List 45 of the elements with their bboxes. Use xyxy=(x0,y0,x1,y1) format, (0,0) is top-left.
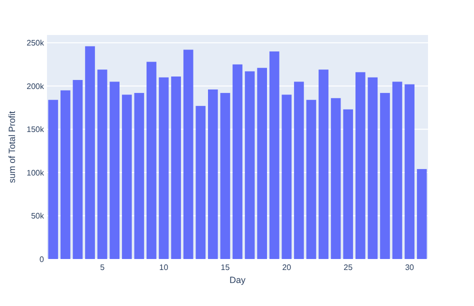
x-tick-label: 10 xyxy=(159,263,169,272)
bar xyxy=(60,90,70,259)
bar xyxy=(244,71,255,259)
bar xyxy=(318,70,328,259)
x-tick-label: 5 xyxy=(100,263,106,272)
bar xyxy=(183,50,194,259)
y-tick-label: 200k xyxy=(26,82,45,91)
bar xyxy=(282,94,292,259)
x-tick-label: 15 xyxy=(220,263,230,272)
bar xyxy=(122,94,132,259)
bar xyxy=(355,72,366,259)
y-axis-title: sum of Total Profit xyxy=(7,110,17,183)
x-tick-label: 25 xyxy=(344,263,354,272)
y-tick-label: 250k xyxy=(26,38,45,48)
y-tick-label: 0 xyxy=(40,254,45,264)
bar xyxy=(146,62,156,259)
bar xyxy=(196,106,206,259)
bar xyxy=(208,89,218,259)
bar xyxy=(97,70,108,259)
bar xyxy=(330,98,341,259)
bar xyxy=(294,82,304,259)
bar xyxy=(72,80,83,259)
x-tick-label: 20 xyxy=(282,263,292,272)
bar xyxy=(306,100,316,259)
bar xyxy=(220,92,230,259)
x-tick-label: 30 xyxy=(405,263,415,272)
y-tick-label: 100k xyxy=(26,168,45,178)
bar xyxy=(110,82,120,259)
bar xyxy=(134,92,144,259)
bar xyxy=(343,109,354,259)
y-tick-label: 50k xyxy=(31,212,45,221)
bar xyxy=(171,76,181,259)
x-axis-title: Day xyxy=(229,275,246,285)
bar xyxy=(48,100,58,259)
bar xyxy=(158,77,169,259)
bar xyxy=(380,92,390,259)
bar xyxy=(269,51,280,259)
bar xyxy=(368,77,378,259)
bar xyxy=(257,68,267,259)
y-tick-label: 150k xyxy=(26,125,45,134)
bar xyxy=(232,64,242,259)
bar xyxy=(392,82,402,259)
bar xyxy=(85,46,95,259)
bar xyxy=(416,169,427,259)
bar xyxy=(404,84,414,259)
